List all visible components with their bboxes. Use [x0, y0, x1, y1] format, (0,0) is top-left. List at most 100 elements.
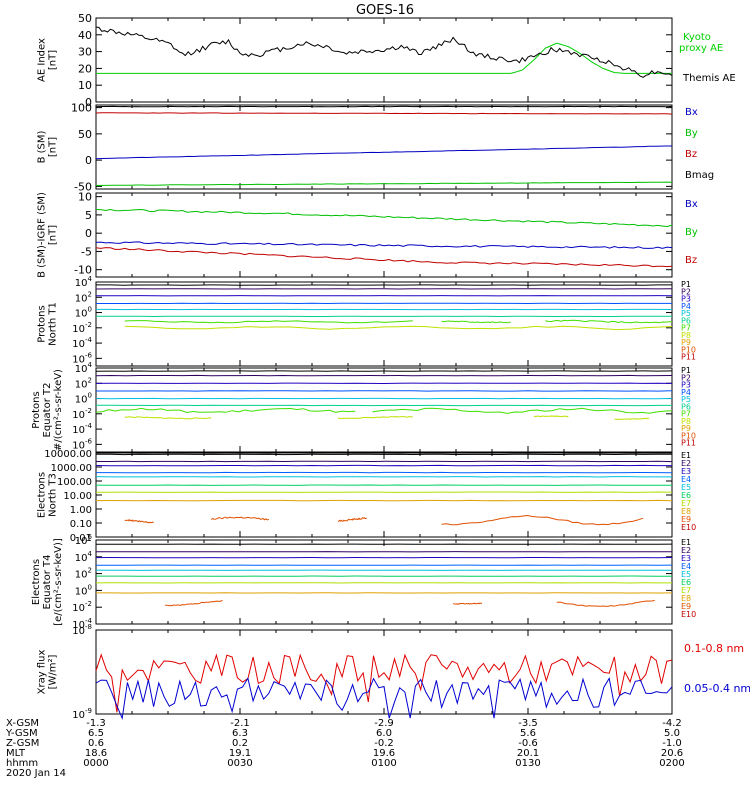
x-axis-value: 0200	[659, 758, 684, 769]
x-axis-value: -2.1	[230, 718, 250, 729]
legend-bmag: Bmag	[685, 170, 714, 181]
y-tick-label: 0	[85, 96, 92, 109]
legend-p3: P3	[681, 295, 691, 304]
x-axis-value: 5.0	[664, 728, 680, 739]
y-tick-label: 10000.00	[44, 449, 92, 460]
legend-xray-long: 0.1-0.8 nm	[684, 642, 744, 655]
y-tick-label: 10	[78, 79, 92, 92]
y-tick-label: 104	[75, 275, 93, 289]
y-tick-label: 102	[75, 290, 92, 304]
legend-p7: P7	[681, 324, 691, 333]
legend-bx: Bx	[685, 107, 698, 118]
series-line-bz	[95, 112, 673, 115]
channel-line-p7	[441, 320, 511, 324]
y-axis-label: North T1	[48, 302, 59, 346]
x-axis-value: 5.6	[520, 728, 536, 739]
legend-p11: P11	[681, 353, 696, 362]
series-line-by	[95, 208, 673, 228]
y-tick-label: 102	[75, 376, 92, 390]
x-axis-value: 0100	[371, 758, 396, 769]
legend-e8: E8	[681, 507, 691, 516]
legend-e9: E9	[681, 602, 691, 611]
legend-e5: E5	[681, 483, 691, 492]
x-axis-value: -1.0	[662, 738, 682, 749]
legend-e7: E7	[681, 586, 691, 595]
y-tick-label: 10-9	[72, 707, 92, 721]
panel-frame-4	[95, 281, 673, 367]
y-axis-label: [e/(cm²-s-sr-keV)]	[53, 538, 64, 626]
channel-line-p7	[95, 407, 356, 414]
plot-date: 2020 Jan 14	[6, 768, 66, 779]
channel-line-e9	[441, 514, 644, 526]
y-tick-label: 40	[78, 29, 92, 42]
y-tick-label: 100	[75, 583, 92, 597]
x-axis-row-label: Y-GSM	[5, 728, 38, 739]
channel-line-e9	[452, 602, 483, 605]
y-tick-label: 50	[78, 12, 92, 25]
y-axis-label: Protons	[37, 305, 48, 342]
y-tick-label: 104	[75, 550, 93, 564]
channel-line-p8	[337, 416, 413, 420]
y-axis-label: Equator T4	[42, 555, 53, 610]
x-axis-value: 0.6	[88, 738, 104, 749]
legend-p9: P9	[681, 424, 691, 433]
series-line-bx	[95, 145, 672, 160]
channel-line-e9	[165, 600, 223, 607]
legend-kyoto: Kyoto	[683, 32, 711, 43]
series-line-by	[95, 181, 673, 186]
y-axis-label: Protons	[31, 391, 42, 428]
x-axis-value: 0130	[515, 758, 540, 769]
y-axis-label: Electrons	[31, 559, 42, 605]
x-axis-row-label: X-GSM	[6, 718, 39, 729]
x-axis-value: 0000	[83, 758, 108, 769]
y-axis-label: North T3	[48, 473, 59, 517]
y-axis-label: B (SM)-IGRF (SM)	[37, 192, 48, 278]
y-tick-label: 20	[78, 62, 92, 75]
legend-p2: P2	[681, 373, 691, 382]
legend-p1: P1	[681, 366, 691, 375]
channel-line-e9	[124, 518, 154, 524]
x-axis-value: 0030	[227, 758, 252, 769]
series-line-bz	[95, 247, 673, 268]
x-axis-value: -0.2	[374, 738, 394, 749]
y-tick-label: 10-2	[72, 407, 92, 421]
series-line-xray-short	[95, 676, 673, 721]
legend-e4: E4	[681, 475, 691, 484]
y-tick-label: 10-4	[72, 336, 92, 350]
legend-e10: E10	[681, 523, 696, 532]
x-axis-value: 6.0	[376, 728, 392, 739]
legend-e6: E6	[681, 578, 691, 587]
y-tick-label: 100.00	[57, 477, 92, 488]
panel-frame-8	[95, 629, 673, 715]
legend-p10: P10	[681, 345, 696, 354]
y-axis-label: Equator T2	[42, 383, 53, 438]
legend-e8: E8	[681, 594, 691, 603]
series-line-themis-ae	[95, 26, 673, 78]
y-axis-label: [nT]	[48, 50, 59, 70]
y-tick-label: 0	[85, 154, 92, 167]
legend-bx: Bx	[685, 199, 698, 210]
x-axis-row-label: Z-GSM	[6, 738, 39, 749]
legend-proxy-ae: proxy AE	[679, 43, 723, 54]
y-tick-label: 5	[85, 209, 92, 222]
y-tick-label: 10.00	[63, 491, 92, 502]
legend-p7: P7	[681, 410, 691, 419]
channel-line-p8	[124, 325, 673, 331]
legend-p5: P5	[681, 309, 691, 318]
x-axis-row-label: hhmm	[6, 758, 38, 769]
plot-title: GOES-16	[356, 3, 414, 18]
y-axis-label: [nT]	[48, 225, 59, 245]
y-axis-label: #/(cm²-s-sr-keV)	[53, 369, 64, 451]
panel-frame-7	[95, 539, 673, 625]
legend-p8: P8	[681, 331, 691, 340]
y-tick-label: 10-6	[72, 437, 92, 451]
legend-bz: Bz	[685, 255, 697, 266]
y-tick-label: -10	[74, 264, 92, 277]
legend-e5: E5	[681, 570, 691, 579]
x-axis-value: -0.6	[518, 738, 538, 749]
x-axis-value: -2.9	[374, 718, 394, 729]
channel-line-p7	[372, 407, 673, 414]
legend-e3: E3	[681, 554, 691, 563]
y-tick-label: 10-4	[72, 422, 92, 436]
